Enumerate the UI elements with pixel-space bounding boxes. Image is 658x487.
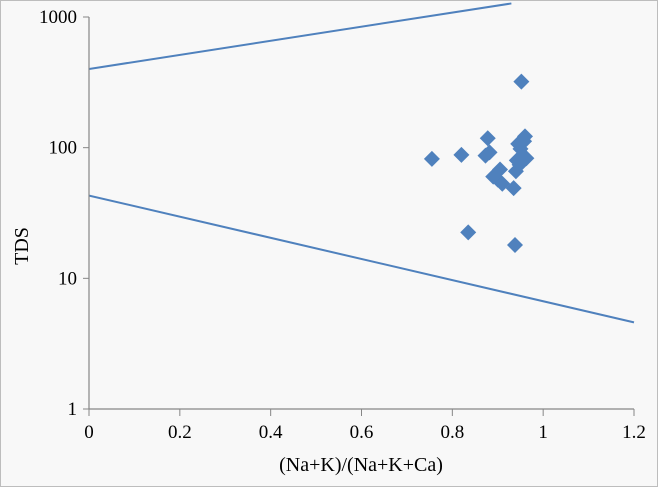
data-point xyxy=(507,236,524,253)
data-point xyxy=(423,150,440,167)
x-tick-label: 0.4 xyxy=(259,422,283,443)
data-point xyxy=(517,128,533,145)
y-tick-label: 1 xyxy=(68,399,78,420)
data-point xyxy=(505,180,522,197)
data-point xyxy=(460,224,477,241)
x-tick-label: 0 xyxy=(84,422,94,443)
x-tick-label: 0.2 xyxy=(168,422,192,443)
data-point xyxy=(518,150,535,167)
y-tick-label: 10 xyxy=(58,268,77,289)
axes-layer: 0 0.2 0.4 0.6 0.8 1 1.2 1 10 100 1000 xyxy=(39,7,646,443)
y-tick-label: 1000 xyxy=(39,7,77,28)
data-point xyxy=(492,161,509,178)
data-point xyxy=(453,146,470,163)
boundary-line-1 xyxy=(89,2,512,70)
y-tick-label: 100 xyxy=(49,138,78,159)
x-tick-label: 1.2 xyxy=(622,422,646,443)
x-axis-title: (Na+K)/(Na+K+Ca) xyxy=(279,454,443,476)
series-layer xyxy=(89,2,635,324)
data-point xyxy=(513,73,530,90)
data-point xyxy=(481,144,498,161)
y-axis-title: TDS xyxy=(11,227,33,265)
data-point xyxy=(479,130,496,147)
x-tick-label: 0.8 xyxy=(440,422,464,443)
x-tick-label: 1 xyxy=(538,422,548,443)
x-tick-label: 0.6 xyxy=(350,422,374,443)
boundary-line-2 xyxy=(89,194,635,324)
